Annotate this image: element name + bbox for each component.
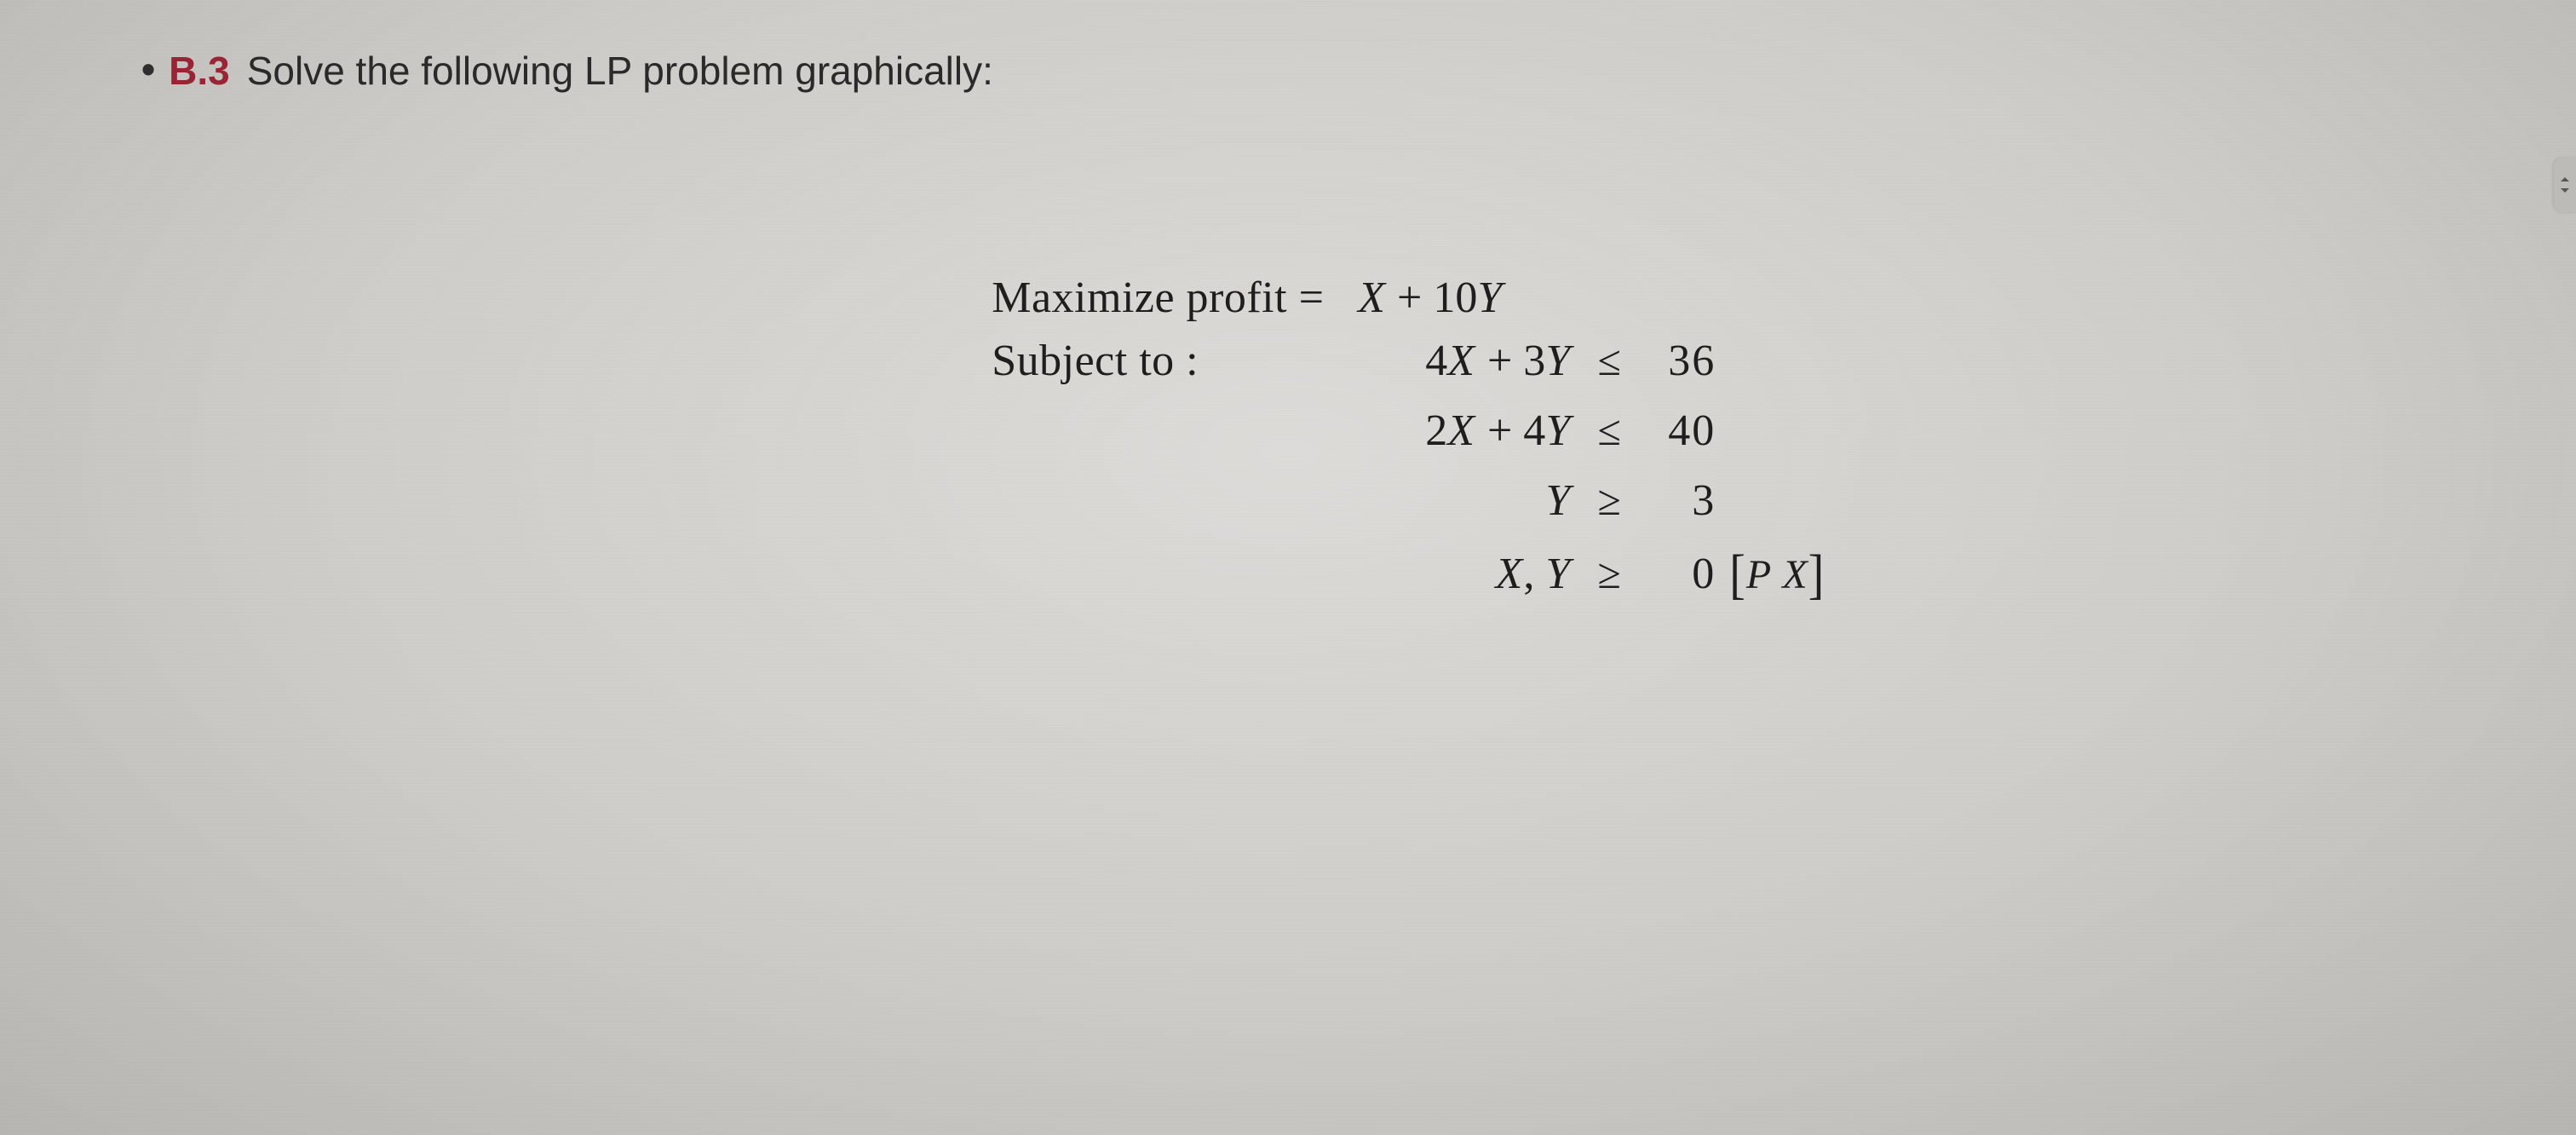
constraint-op: ≥ [1571,549,1647,598]
problem-number: B.3 [169,48,230,94]
constraint-op: ≤ [1571,336,1647,385]
tag-text: P X [1746,552,1808,597]
objective-lead-text: Maximize profit = [992,274,1324,322]
constraint-lhs: Y [1358,475,1571,526]
constraint-lhs: 4X + 3Y [1358,336,1571,386]
lp-formulation: Maximize profit = X + 10Y Subject to : 4… [992,273,1825,615]
problem-title: • B.3 Solve the following LP problem gra… [170,48,2576,94]
objective-expression: X + 10Y [1358,273,1503,323]
constraint-rhs: 40 [1647,406,1716,456]
constraints-block: 4X + 3Y ≤ 36 2X + 4Y ≤ 40 Y ≥ 3 X, Y ≥ 0… [1358,336,1825,615]
page-root: • B.3 Solve the following LP problem gra… [0,0,2576,1135]
constraint-row: Y ≥ 3 [1358,475,1825,545]
bullet-icon: • [141,46,155,92]
right-edge-tab[interactable] [2554,158,2576,212]
subject-to-label: Subject to : [992,336,1358,386]
constraint-op: ≥ [1571,475,1647,525]
constraint-rhs: 0 [1647,549,1716,599]
objective-row: Maximize profit = X + 10Y [992,273,1825,336]
problem-prompt: Solve the following LP problem graphical… [247,48,993,94]
constraint-rhs: 3 [1647,475,1716,526]
sort-arrows-icon [2559,179,2571,191]
constraint-row: X, Y ≥ 0 [P X] [1358,545,1825,615]
constraint-lhs: 2X + 4Y [1358,406,1571,456]
constraint-row: 2X + 4Y ≤ 40 [1358,406,1825,475]
constraint-row: 4X + 3Y ≤ 36 [1358,336,1825,406]
objective-lead: Maximize profit = [992,273,1358,323]
constraint-op: ≤ [1571,406,1647,455]
constraint-rhs: 36 [1647,336,1716,386]
bracket-right: ] [1808,544,1826,607]
bracket-left: [ [1729,544,1746,607]
constraint-lhs: X, Y [1358,549,1571,599]
constraint-tag: [P X] [1729,545,1825,600]
